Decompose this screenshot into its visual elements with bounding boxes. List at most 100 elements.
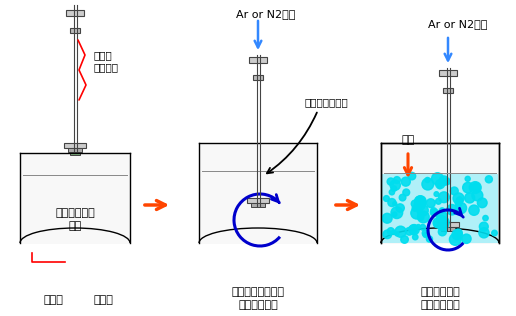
Circle shape (401, 177, 410, 186)
Circle shape (444, 178, 450, 185)
Circle shape (420, 224, 426, 230)
Circle shape (396, 204, 405, 212)
Circle shape (437, 215, 446, 224)
Circle shape (436, 179, 445, 189)
Circle shape (411, 200, 418, 208)
Circle shape (383, 196, 390, 201)
Circle shape (438, 184, 442, 189)
Bar (443, 88, 453, 93)
Circle shape (432, 209, 439, 216)
Circle shape (388, 228, 394, 234)
Circle shape (477, 198, 487, 208)
Circle shape (457, 198, 461, 202)
Circle shape (437, 211, 447, 222)
Circle shape (391, 186, 397, 191)
Circle shape (483, 216, 488, 221)
Circle shape (395, 226, 406, 237)
Circle shape (453, 193, 464, 204)
Circle shape (394, 177, 400, 183)
Circle shape (486, 176, 492, 183)
Text: ミキサー: ミキサー (93, 62, 118, 72)
Bar (441, 227, 455, 231)
Circle shape (383, 230, 392, 239)
Circle shape (411, 207, 423, 219)
Text: （低速回転）: （低速回転） (420, 300, 460, 310)
Circle shape (439, 176, 449, 185)
Circle shape (382, 213, 392, 223)
Circle shape (455, 199, 462, 206)
Circle shape (420, 199, 424, 203)
Bar (251, 203, 265, 207)
Circle shape (465, 193, 475, 203)
Circle shape (433, 221, 440, 228)
Bar (200, 143, 316, 244)
Circle shape (411, 225, 417, 232)
Circle shape (423, 233, 428, 238)
Circle shape (433, 218, 443, 228)
Circle shape (438, 217, 449, 228)
Bar (253, 75, 263, 80)
Circle shape (388, 198, 396, 207)
Circle shape (416, 224, 421, 229)
Circle shape (422, 230, 429, 237)
Circle shape (392, 230, 396, 234)
Circle shape (430, 208, 437, 214)
Circle shape (469, 205, 479, 215)
Bar (439, 70, 457, 76)
Text: （高速回転）: （高速回転） (238, 300, 278, 310)
Circle shape (403, 189, 410, 196)
Bar (382, 174, 498, 243)
Circle shape (415, 196, 425, 205)
Circle shape (462, 234, 471, 243)
Circle shape (457, 197, 463, 203)
Bar (381, 143, 498, 244)
Circle shape (406, 228, 413, 235)
Bar (249, 57, 267, 63)
Circle shape (437, 219, 448, 231)
Circle shape (455, 203, 466, 214)
Circle shape (479, 222, 488, 231)
Circle shape (414, 197, 425, 207)
Circle shape (472, 183, 480, 191)
Bar (70, 152, 80, 155)
Circle shape (492, 230, 497, 236)
Circle shape (426, 236, 432, 242)
Circle shape (450, 187, 458, 195)
Circle shape (455, 229, 462, 237)
Circle shape (479, 228, 489, 238)
Circle shape (391, 207, 402, 219)
Circle shape (422, 178, 434, 190)
Circle shape (415, 196, 426, 207)
Circle shape (426, 199, 435, 208)
Circle shape (417, 211, 429, 223)
Bar (21, 154, 130, 244)
Text: Ar or N2ガス: Ar or N2ガス (236, 9, 296, 19)
Circle shape (472, 190, 483, 201)
Circle shape (412, 234, 418, 240)
Text: 下降: 下降 (401, 135, 415, 145)
Circle shape (465, 176, 470, 181)
Circle shape (470, 182, 481, 193)
Circle shape (417, 214, 424, 221)
Circle shape (436, 198, 441, 204)
Circle shape (438, 228, 446, 236)
Circle shape (417, 205, 428, 216)
Circle shape (414, 199, 425, 210)
Circle shape (439, 192, 449, 203)
Text: 脱ガス処理中: 脱ガス処理中 (420, 287, 460, 297)
Circle shape (412, 206, 418, 211)
Text: 処理前: 処理前 (43, 295, 63, 305)
Bar (247, 198, 269, 203)
Circle shape (401, 236, 408, 243)
Circle shape (431, 173, 443, 185)
Circle shape (409, 225, 417, 234)
Circle shape (437, 218, 442, 223)
Text: フラックス投入: フラックス投入 (304, 97, 348, 107)
Circle shape (387, 178, 394, 185)
Circle shape (430, 210, 437, 216)
Circle shape (393, 202, 397, 206)
Text: ドロス分離処理中: ドロス分離処理中 (232, 287, 284, 297)
Circle shape (449, 234, 461, 245)
Circle shape (408, 172, 416, 180)
Circle shape (389, 190, 395, 195)
